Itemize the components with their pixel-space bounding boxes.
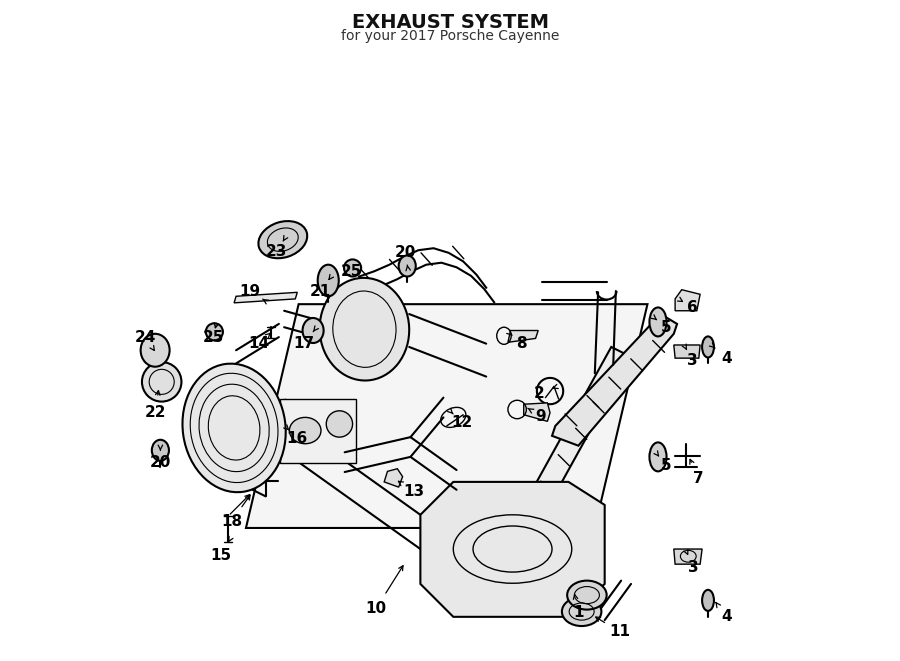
Text: 3: 3 — [688, 560, 699, 575]
Text: for your 2017 Porsche Cayenne: for your 2017 Porsche Cayenne — [341, 29, 559, 43]
Ellipse shape — [327, 410, 353, 437]
Text: 3: 3 — [687, 352, 698, 368]
Ellipse shape — [702, 590, 714, 611]
Polygon shape — [674, 345, 700, 358]
Polygon shape — [473, 347, 631, 607]
Ellipse shape — [290, 417, 321, 444]
Ellipse shape — [206, 323, 223, 340]
Text: 14: 14 — [248, 336, 270, 351]
Text: 20: 20 — [149, 455, 171, 470]
Ellipse shape — [318, 264, 338, 296]
Text: 25: 25 — [202, 330, 224, 344]
Ellipse shape — [650, 307, 667, 336]
Text: 18: 18 — [220, 514, 242, 529]
Text: 5: 5 — [661, 320, 671, 334]
Ellipse shape — [650, 442, 667, 471]
Text: 16: 16 — [287, 431, 308, 446]
Ellipse shape — [152, 440, 169, 461]
Polygon shape — [420, 482, 605, 617]
Text: 6: 6 — [687, 300, 698, 315]
Polygon shape — [524, 403, 550, 421]
Text: EXHAUST SYSTEM: EXHAUST SYSTEM — [352, 13, 548, 32]
Text: 13: 13 — [403, 485, 425, 499]
Ellipse shape — [320, 278, 410, 381]
Ellipse shape — [302, 318, 324, 343]
Text: 21: 21 — [310, 284, 331, 299]
Text: 17: 17 — [293, 336, 314, 351]
Text: 8: 8 — [516, 336, 526, 351]
Text: 19: 19 — [239, 284, 260, 299]
Polygon shape — [675, 290, 700, 311]
Text: 15: 15 — [211, 548, 231, 563]
Polygon shape — [508, 330, 538, 342]
Text: 22: 22 — [144, 405, 166, 420]
Text: 4: 4 — [721, 609, 732, 625]
Ellipse shape — [702, 336, 714, 358]
Ellipse shape — [562, 597, 601, 626]
Polygon shape — [384, 469, 402, 487]
Text: 12: 12 — [451, 415, 472, 430]
Text: 1: 1 — [573, 605, 583, 620]
Text: 5: 5 — [661, 458, 671, 473]
Text: 7: 7 — [694, 471, 704, 486]
Text: 20: 20 — [394, 245, 416, 260]
Text: 11: 11 — [609, 625, 630, 639]
Polygon shape — [246, 304, 647, 528]
Ellipse shape — [258, 221, 307, 258]
Ellipse shape — [399, 255, 416, 276]
Text: 9: 9 — [536, 408, 546, 424]
Ellipse shape — [183, 364, 285, 492]
Text: 24: 24 — [135, 330, 156, 344]
Text: 4: 4 — [721, 350, 732, 366]
Ellipse shape — [142, 362, 182, 402]
Ellipse shape — [140, 334, 169, 367]
Ellipse shape — [567, 580, 607, 609]
Polygon shape — [234, 292, 297, 303]
Text: 25: 25 — [340, 264, 362, 279]
Text: 10: 10 — [365, 601, 387, 616]
Bar — [280, 399, 356, 463]
Polygon shape — [552, 314, 677, 446]
Ellipse shape — [344, 259, 361, 276]
Text: 2: 2 — [534, 385, 544, 401]
Text: 23: 23 — [266, 244, 288, 259]
Polygon shape — [674, 549, 702, 564]
